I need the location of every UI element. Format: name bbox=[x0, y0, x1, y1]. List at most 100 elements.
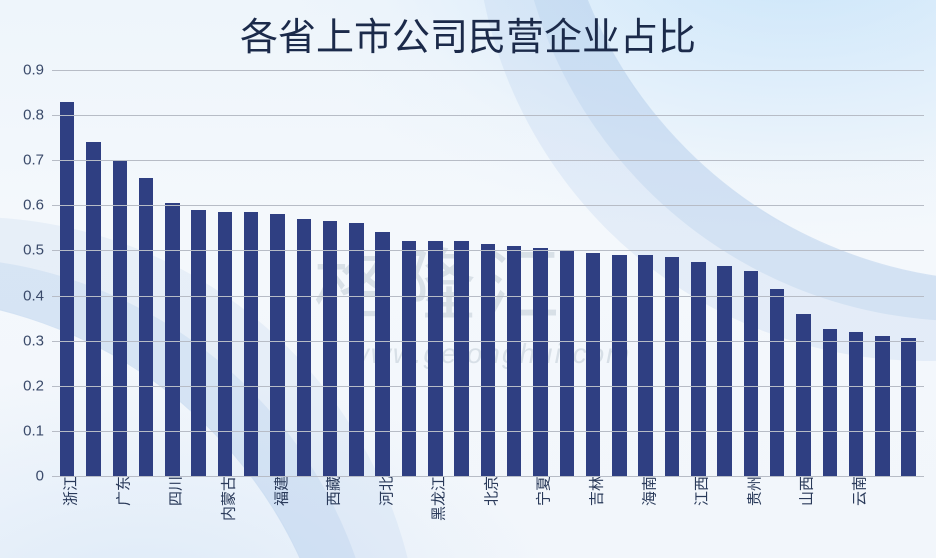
bar bbox=[270, 214, 284, 476]
x-tick-label: 宁夏 bbox=[527, 476, 554, 506]
x-tick-label: 西藏 bbox=[317, 476, 344, 506]
bar-slot bbox=[606, 70, 632, 476]
y-tick-label: 0.2 bbox=[23, 377, 52, 394]
bar-slot: 浙江 bbox=[54, 70, 80, 476]
y-tick-label: 0.3 bbox=[23, 332, 52, 349]
bar bbox=[218, 212, 232, 476]
y-tick-label: 0.9 bbox=[23, 62, 52, 79]
bar-chart: 浙江广东四川内蒙古福建西藏河北黑龙江北京宁夏吉林海南江西贵州山西云南 00.10… bbox=[52, 70, 924, 476]
bar-slot: 山西 bbox=[790, 70, 816, 476]
bar-slot bbox=[238, 70, 264, 476]
bar bbox=[717, 266, 731, 476]
x-tick-label: 吉林 bbox=[580, 476, 607, 506]
bar bbox=[428, 241, 442, 476]
y-tick-label: 0.7 bbox=[23, 152, 52, 169]
bar bbox=[349, 223, 363, 476]
bar bbox=[454, 241, 468, 476]
y-tick-label: 0.1 bbox=[23, 422, 52, 439]
bar bbox=[849, 332, 863, 476]
gridline bbox=[52, 296, 924, 297]
bar-slot bbox=[501, 70, 527, 476]
gridline bbox=[52, 386, 924, 387]
bar-slot: 北京 bbox=[475, 70, 501, 476]
x-tick-label: 贵州 bbox=[737, 476, 764, 506]
gridline bbox=[52, 341, 924, 342]
bar bbox=[875, 336, 889, 476]
bar bbox=[638, 255, 652, 476]
bar bbox=[823, 329, 837, 476]
bar-slot bbox=[80, 70, 106, 476]
plot-area: 浙江广东四川内蒙古福建西藏河北黑龙江北京宁夏吉林海南江西贵州山西云南 00.10… bbox=[52, 70, 924, 476]
bar-slot bbox=[896, 70, 922, 476]
gridline bbox=[52, 160, 924, 161]
y-tick-label: 0.8 bbox=[23, 107, 52, 124]
gridline bbox=[52, 476, 924, 477]
x-tick-label: 云南 bbox=[843, 476, 870, 506]
bar-slot bbox=[448, 70, 474, 476]
bar-slot: 四川 bbox=[159, 70, 185, 476]
chart-title: 各省上市公司民营企业占比 bbox=[0, 6, 936, 61]
bar bbox=[770, 289, 784, 476]
bar-slot bbox=[185, 70, 211, 476]
bar bbox=[560, 250, 574, 476]
bar bbox=[796, 314, 810, 476]
bar bbox=[901, 338, 915, 476]
gridline bbox=[52, 115, 924, 116]
bar-slot: 河北 bbox=[370, 70, 396, 476]
bar bbox=[375, 232, 389, 476]
bar bbox=[481, 244, 495, 476]
gridline bbox=[52, 250, 924, 251]
gridline bbox=[52, 205, 924, 206]
bar-slot: 黑龙江 bbox=[422, 70, 448, 476]
bar-slot: 云南 bbox=[843, 70, 869, 476]
bar-slot bbox=[133, 70, 159, 476]
y-tick-label: 0.5 bbox=[23, 242, 52, 259]
bar bbox=[665, 257, 679, 476]
x-tick-label: 江西 bbox=[685, 476, 712, 506]
bar-slot bbox=[343, 70, 369, 476]
x-tick-label: 河北 bbox=[369, 476, 396, 506]
bar-slot: 贵州 bbox=[738, 70, 764, 476]
bar bbox=[533, 248, 547, 476]
x-tick-label: 海南 bbox=[632, 476, 659, 506]
bar bbox=[744, 271, 758, 476]
bar-slot: 吉林 bbox=[580, 70, 606, 476]
bar bbox=[244, 212, 258, 476]
bar bbox=[165, 203, 179, 476]
bar bbox=[612, 255, 626, 476]
x-tick-label: 黑龙江 bbox=[422, 476, 449, 521]
bar-slot bbox=[554, 70, 580, 476]
bar bbox=[323, 221, 337, 476]
bar bbox=[586, 253, 600, 476]
bar-slot: 海南 bbox=[633, 70, 659, 476]
bar bbox=[60, 102, 74, 476]
bar-slot: 江西 bbox=[685, 70, 711, 476]
bar-slot: 宁夏 bbox=[527, 70, 553, 476]
bar bbox=[691, 262, 705, 476]
x-tick-label: 四川 bbox=[159, 476, 186, 506]
y-tick-label: 0 bbox=[36, 468, 52, 485]
bar-slot bbox=[817, 70, 843, 476]
gridline bbox=[52, 70, 924, 71]
bar-slot bbox=[291, 70, 317, 476]
bar bbox=[402, 241, 416, 476]
x-tick-label: 北京 bbox=[474, 476, 501, 506]
bar-slot bbox=[764, 70, 790, 476]
bar bbox=[113, 160, 127, 476]
bar-slot bbox=[869, 70, 895, 476]
y-tick-label: 0.4 bbox=[23, 287, 52, 304]
gridline bbox=[52, 431, 924, 432]
x-tick-label: 浙江 bbox=[54, 476, 81, 506]
bar-slot bbox=[396, 70, 422, 476]
bars-container: 浙江广东四川内蒙古福建西藏河北黑龙江北京宁夏吉林海南江西贵州山西云南 bbox=[52, 70, 924, 476]
x-tick-label: 广东 bbox=[106, 476, 133, 506]
x-tick-label: 福建 bbox=[264, 476, 291, 506]
y-tick-label: 0.6 bbox=[23, 197, 52, 214]
bar bbox=[297, 219, 311, 476]
bar-slot: 福建 bbox=[264, 70, 290, 476]
bar-slot: 西藏 bbox=[317, 70, 343, 476]
bar bbox=[86, 142, 100, 476]
bar bbox=[507, 246, 521, 476]
x-tick-label: 山西 bbox=[790, 476, 817, 506]
bar-slot bbox=[711, 70, 737, 476]
